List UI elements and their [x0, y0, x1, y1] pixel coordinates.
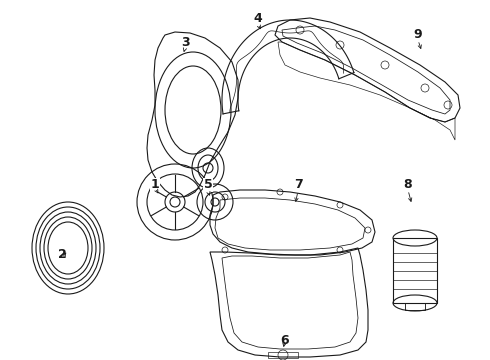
Text: 8: 8 [404, 179, 412, 192]
Text: 1: 1 [150, 179, 159, 192]
Text: 9: 9 [414, 28, 422, 41]
Text: 5: 5 [204, 179, 212, 192]
Text: 2: 2 [58, 248, 66, 261]
Text: 3: 3 [181, 36, 189, 49]
Text: 6: 6 [281, 333, 289, 346]
Text: 4: 4 [254, 12, 262, 24]
Text: 7: 7 [294, 179, 302, 192]
